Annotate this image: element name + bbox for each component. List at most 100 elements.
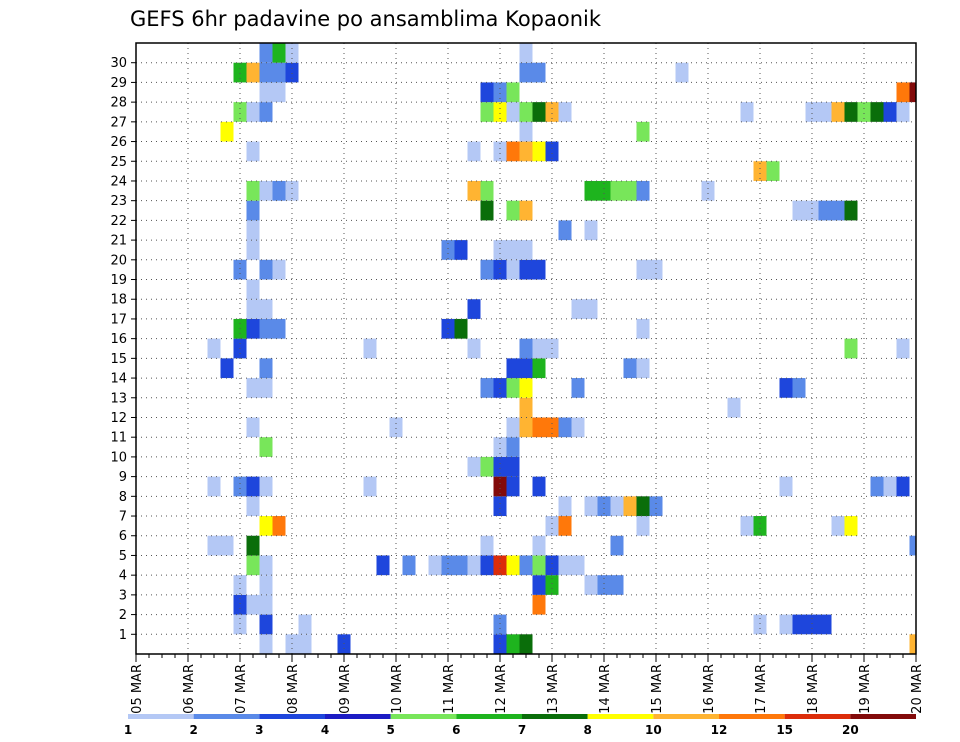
data-cell bbox=[259, 594, 273, 615]
x-axis: 05 MAR 06 MAR 07 MAR 08 MAR 09 MAR 10 MAR 11 M… bbox=[130, 654, 925, 714]
data-cell bbox=[259, 437, 273, 457]
data-cell bbox=[623, 358, 637, 379]
x-tick-label: 20 MAR bbox=[910, 664, 925, 714]
data-cell bbox=[363, 338, 377, 359]
data-cell bbox=[545, 555, 559, 576]
data-cell bbox=[506, 240, 520, 260]
data-cell bbox=[233, 259, 247, 280]
data-cell bbox=[246, 279, 260, 300]
data-cell bbox=[467, 180, 481, 201]
y-tick-label: 24 bbox=[110, 174, 127, 189]
data-cell bbox=[246, 318, 260, 339]
data-cell bbox=[896, 102, 910, 122]
data-cell bbox=[506, 555, 520, 576]
x-tick-label: 06 MAR bbox=[182, 664, 197, 714]
y-tick-label: 12 bbox=[110, 411, 127, 426]
data-cell bbox=[272, 259, 286, 280]
colorbar: 1 2 3 4 5 6 7 8 10 12 15 20 bbox=[124, 714, 916, 737]
data-cell bbox=[831, 102, 845, 122]
data-cell bbox=[246, 378, 260, 398]
data-cell bbox=[493, 634, 507, 654]
colorbar-label: 5 bbox=[386, 723, 394, 737]
data-cell bbox=[467, 456, 481, 477]
data-cell bbox=[779, 378, 793, 398]
data-cell bbox=[259, 358, 273, 379]
x-tick-label: 12 MAR bbox=[494, 664, 509, 714]
data-cell bbox=[493, 456, 507, 477]
data-cell bbox=[441, 555, 455, 576]
data-cell bbox=[220, 358, 234, 379]
data-cell bbox=[909, 82, 916, 103]
data-cell bbox=[818, 200, 832, 221]
data-cell bbox=[493, 102, 507, 122]
data-cell bbox=[519, 338, 533, 359]
data-cell bbox=[207, 338, 221, 359]
colorbar-swatch bbox=[128, 714, 194, 719]
data-cell bbox=[480, 535, 494, 556]
data-cell bbox=[246, 496, 260, 517]
x-tick-label: 10 MAR bbox=[390, 664, 405, 714]
data-cell bbox=[519, 555, 533, 576]
data-cell bbox=[389, 417, 403, 438]
data-cell bbox=[246, 141, 260, 162]
data-cell bbox=[207, 535, 221, 556]
data-cell bbox=[636, 259, 650, 280]
data-cell bbox=[532, 259, 546, 280]
data-cell bbox=[870, 476, 884, 497]
data-cell bbox=[467, 141, 481, 162]
data-cell bbox=[259, 378, 273, 398]
data-cell bbox=[454, 318, 468, 339]
colorbar-label: 20 bbox=[842, 723, 859, 737]
data-cell bbox=[870, 102, 884, 122]
data-cell bbox=[480, 456, 494, 477]
data-cell bbox=[740, 516, 754, 536]
y-tick-label: 11 bbox=[110, 431, 127, 446]
data-cell bbox=[220, 121, 234, 142]
data-cell bbox=[233, 594, 247, 615]
data-cell bbox=[259, 476, 273, 497]
colorbar-swatch bbox=[325, 714, 391, 719]
data-cell bbox=[883, 102, 897, 122]
data-cell bbox=[571, 299, 585, 319]
data-cell bbox=[246, 476, 260, 497]
data-cell bbox=[584, 496, 598, 517]
data-cell bbox=[558, 417, 572, 438]
data-cell bbox=[246, 102, 260, 122]
data-cell bbox=[259, 102, 273, 122]
data-cell bbox=[519, 259, 533, 280]
data-cell bbox=[259, 575, 273, 595]
data-cell bbox=[246, 240, 260, 260]
cells-layer bbox=[207, 43, 916, 654]
colorbar-swatch bbox=[784, 714, 851, 719]
data-cell bbox=[493, 141, 507, 162]
data-cell bbox=[337, 634, 351, 654]
data-cell bbox=[545, 516, 559, 536]
data-cell bbox=[233, 575, 247, 595]
data-cell bbox=[272, 516, 286, 536]
data-cell bbox=[519, 634, 533, 654]
data-cell bbox=[584, 299, 598, 319]
data-cell bbox=[480, 82, 494, 103]
colorbar-swatch bbox=[850, 714, 916, 719]
data-cell bbox=[727, 397, 741, 418]
data-cell bbox=[597, 180, 611, 201]
data-cell bbox=[792, 378, 806, 398]
y-tick-label: 14 bbox=[110, 372, 127, 387]
x-tick-label: 17 MAR bbox=[754, 664, 769, 714]
y-axis: 1234567891011121314151617181920212223242… bbox=[110, 56, 136, 643]
data-cell bbox=[480, 102, 494, 122]
data-cell bbox=[805, 102, 819, 122]
data-cell bbox=[519, 417, 533, 438]
y-tick-label: 30 bbox=[110, 56, 127, 71]
colorbar-label: 3 bbox=[255, 723, 263, 737]
y-tick-label: 1 bbox=[119, 628, 127, 643]
data-cell bbox=[818, 614, 832, 635]
data-cell bbox=[480, 555, 494, 576]
colorbar-swatch bbox=[522, 714, 588, 719]
y-tick-label: 10 bbox=[110, 450, 127, 465]
data-cell bbox=[597, 575, 611, 595]
colorbar-swatch bbox=[259, 714, 325, 719]
colorbar-swatch bbox=[719, 714, 785, 719]
data-cell bbox=[376, 555, 390, 576]
data-cell bbox=[519, 43, 533, 63]
